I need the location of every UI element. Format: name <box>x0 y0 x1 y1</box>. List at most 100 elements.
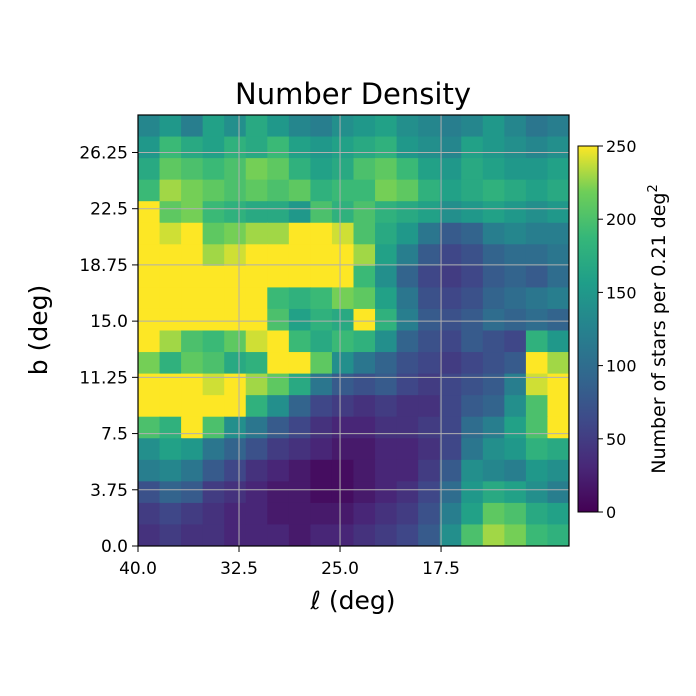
heatmap-cell <box>310 416 333 439</box>
heatmap-cell <box>224 136 247 159</box>
heatmap-cell <box>267 459 290 482</box>
heatmap-cell <box>138 115 161 138</box>
heatmap-cell <box>181 179 204 202</box>
heatmap-cell <box>418 136 441 159</box>
heatmap-cell <box>504 115 527 138</box>
heatmap-cell <box>181 136 204 159</box>
heatmap-cell <box>375 158 398 181</box>
heatmap-cell <box>224 115 247 138</box>
heatmap-cell <box>288 524 311 546</box>
heatmap-cell <box>267 158 290 181</box>
heatmap-cell <box>418 373 441 396</box>
heatmap-cell <box>482 201 505 224</box>
heatmap-cell <box>288 459 311 482</box>
heatmap-cell <box>504 244 527 267</box>
heatmap-cell <box>138 395 161 418</box>
heatmap-cell <box>396 308 419 332</box>
heatmap-cell <box>375 438 398 461</box>
heatmap-cell <box>504 416 527 439</box>
heatmap-cell <box>439 244 462 267</box>
colorbar-tick-label: 100 <box>606 357 637 376</box>
heatmap-cell <box>504 222 527 245</box>
heatmap-cell <box>504 459 527 482</box>
heatmap-cell <box>418 201 441 224</box>
heatmap-cell <box>245 265 268 288</box>
heatmap-cell <box>159 265 182 288</box>
heatmap-cell <box>396 158 419 181</box>
heatmap-cell <box>439 222 462 245</box>
heatmap-cell <box>439 136 462 159</box>
heatmap-cell <box>224 524 247 546</box>
heatmap-cell <box>396 115 419 138</box>
heatmap-cell <box>288 502 311 526</box>
heatmap-cell <box>138 502 161 526</box>
heatmap-cell <box>525 244 549 267</box>
heatmap-cell <box>504 201 527 224</box>
heatmap-cell <box>461 201 484 224</box>
heatmap-cell <box>375 416 398 439</box>
heatmap-cell <box>310 373 333 396</box>
heatmap-cell <box>267 222 290 245</box>
heatmap-cell <box>547 179 569 202</box>
heatmap-cell <box>245 352 268 375</box>
heatmap-cell <box>138 352 161 375</box>
heatmap-cell <box>525 524 549 546</box>
heatmap-cell <box>331 179 355 202</box>
colorbar-tick-label: 250 <box>606 137 637 156</box>
heatmap-cell <box>288 416 311 439</box>
heatmap-cell <box>159 179 182 202</box>
heatmap-cell <box>482 481 505 504</box>
heatmap-cell <box>331 416 355 439</box>
heatmap-cell <box>396 244 419 267</box>
heatmap-cell <box>547 115 569 138</box>
heatmap-cell <box>310 287 333 310</box>
colorbar <box>577 145 599 513</box>
heatmap-cell <box>353 502 376 526</box>
heatmap-cell <box>245 373 268 396</box>
heatmap-cell <box>267 201 290 224</box>
heatmap-cell <box>504 438 527 461</box>
heatmap-cell <box>310 115 333 138</box>
heatmap-cell <box>375 287 398 310</box>
heatmap-cell <box>482 416 505 439</box>
heatmap-cell <box>396 438 419 461</box>
heatmap-cell <box>482 352 505 375</box>
heatmap-cell <box>181 330 204 353</box>
heatmap-cell <box>224 438 247 461</box>
heatmap-cell <box>159 502 182 526</box>
heatmap-cell <box>375 265 398 288</box>
heatmap-cell <box>202 201 225 224</box>
heatmap-cell <box>288 158 311 181</box>
heatmap-cell <box>331 115 355 138</box>
heatmap-cell <box>310 330 333 353</box>
heatmap-cell <box>482 158 505 181</box>
heatmap-cell <box>525 352 549 375</box>
heatmap-cell <box>202 265 225 288</box>
heatmap-cell <box>439 179 462 202</box>
heatmap-cell <box>310 524 333 546</box>
heatmap-cell <box>181 265 204 288</box>
heatmap-cell <box>331 330 355 353</box>
heatmap-cell <box>504 524 527 546</box>
heatmap-cell <box>245 438 268 461</box>
heatmap-cell <box>267 287 290 310</box>
heatmap-cell <box>439 352 462 375</box>
heatmap-cell <box>159 330 182 353</box>
heatmap-cell <box>310 438 333 461</box>
heatmap-cell <box>288 201 311 224</box>
heatmap-cell <box>439 502 462 526</box>
heatmap-cell <box>375 373 398 396</box>
heatmap-cell <box>482 265 505 288</box>
heatmap-cell <box>353 352 376 375</box>
heatmap-cell <box>482 459 505 482</box>
heatmap-cell <box>418 502 441 526</box>
heatmap-cell <box>439 524 462 546</box>
heatmap-cell <box>353 179 376 202</box>
heatmap-cell <box>396 524 419 546</box>
heatmap-cell <box>353 265 376 288</box>
heatmap-cell <box>482 244 505 267</box>
heatmap-cell <box>375 244 398 267</box>
heatmap-cell <box>159 222 182 245</box>
heatmap-cell <box>353 395 376 418</box>
heatmap-cell <box>439 287 462 310</box>
